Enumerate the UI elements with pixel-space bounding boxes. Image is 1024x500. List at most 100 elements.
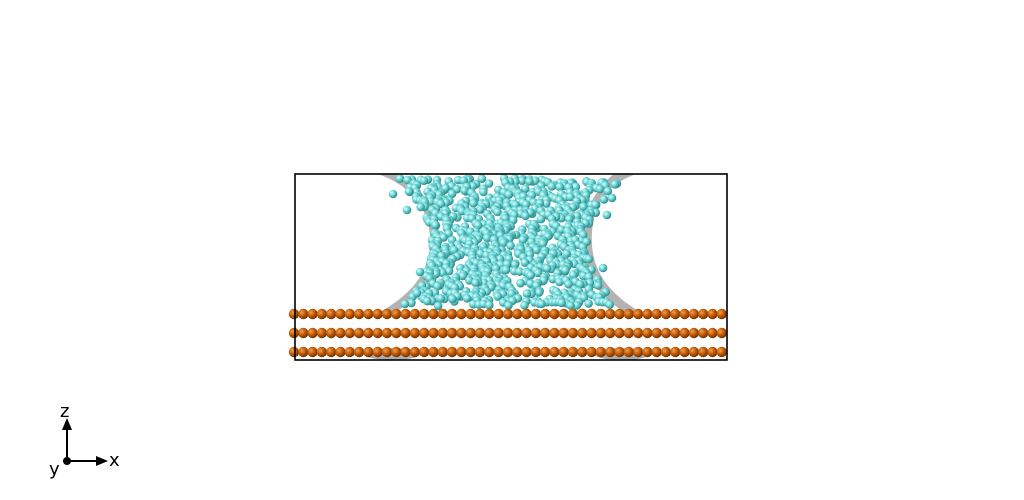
liquid-particle [571,182,581,192]
liquid-particle [566,192,575,202]
z-arrowhead-icon [62,418,72,430]
liquid-particle [542,264,552,273]
substrate-atom [419,308,430,320]
substrate-atom [688,346,700,358]
substrate-atom [493,308,504,320]
liquid-particle [584,254,594,264]
substrate-atom [670,346,681,358]
substrate-atom [595,346,607,358]
substrate-atom [484,327,495,339]
substrate-atom [614,308,625,320]
liquid-particle [566,301,575,310]
liquid-particle [515,267,524,276]
liquid-particle [469,198,478,208]
liquid-particle [447,189,457,198]
substrate-atom [465,346,476,358]
substrate-atom [288,346,300,358]
substrate-atom [409,327,421,339]
substrate-atom [428,308,439,320]
substrate-atom [474,308,486,320]
substrate-atom [316,308,328,320]
substrate-atom [623,346,634,358]
liquid-particle [388,189,398,199]
liquid-particle [579,202,588,211]
substrate-atom [670,327,681,339]
substrate-atom [549,346,560,358]
substrate-atom [660,327,672,339]
y-axis-label: y [49,459,60,480]
liquid-particle [501,265,511,275]
substrate-atom [539,308,551,320]
substrate-atom [465,327,476,339]
substrate-atom [456,327,467,339]
substrate-atom [502,308,514,320]
liquid-particle [532,245,541,255]
substrate-atom [409,346,421,358]
substrate-atom [288,327,300,339]
substrate-atom [660,346,672,358]
liquid-particle [584,299,593,308]
substrate-atom [651,327,662,339]
substrate-atom [363,346,374,358]
liquid-particle [526,271,535,280]
substrate-atom [372,346,383,358]
liquid-particle [482,233,492,243]
substrate-atom [326,346,337,358]
liquid-particle [479,187,488,197]
liquid-particle [557,298,566,308]
substrate-atom [539,327,551,339]
substrate-atom [363,327,374,339]
substrate-atom [493,327,504,339]
substrate-atom [512,346,523,358]
substrate-atom [493,346,504,358]
substrate-atom [353,308,365,320]
liquid-particle [536,214,546,224]
liquid-particle [460,186,469,195]
substrate-atom [567,327,579,339]
liquid-particle [493,207,502,217]
substrate-atom [679,327,690,339]
liquid-particle [433,301,443,311]
liquid-particle [433,281,442,291]
substrate-atom [651,308,662,320]
liquid-particle [400,299,410,309]
substrate-atom [400,308,411,320]
substrate-atom [437,346,448,358]
substrate-atom [623,327,634,339]
liquid-particle [575,280,585,289]
liquid-particle [407,298,416,308]
substrate-atom [381,308,393,320]
substrate-atom [605,327,616,339]
liquid-particle [493,292,503,301]
substrate-atom [353,327,365,339]
substrate-atom [521,327,532,339]
substrate-atom [558,308,569,320]
substrate-atom [316,327,328,339]
substrate-atom [707,308,718,320]
substrate-atom [381,327,393,339]
substrate-atom [502,327,514,339]
substrate-atom [344,327,355,339]
x-arrowhead-icon [96,456,108,466]
substrate-atom [428,327,439,339]
liquid-particle [547,182,557,191]
substrate-atom [400,346,411,358]
substrate-atom [484,346,495,358]
substrate-atom [558,346,569,358]
substrate-atom [605,346,616,358]
substrate-atom [595,327,607,339]
liquid-particle [402,205,412,215]
substrate-atom [558,327,569,339]
substrate-atom [567,308,579,320]
substrate-atom [409,308,421,320]
substrate-atom [698,327,709,339]
liquid-particle [593,281,603,290]
liquid-particle [598,263,608,273]
liquid-particle [415,267,425,277]
substrate-atom [688,327,700,339]
substrate-atom [428,346,439,358]
substrate-atom [437,308,448,320]
liquid-particle [555,277,564,287]
substrate-atom [391,308,402,320]
substrate-atom [298,308,309,320]
